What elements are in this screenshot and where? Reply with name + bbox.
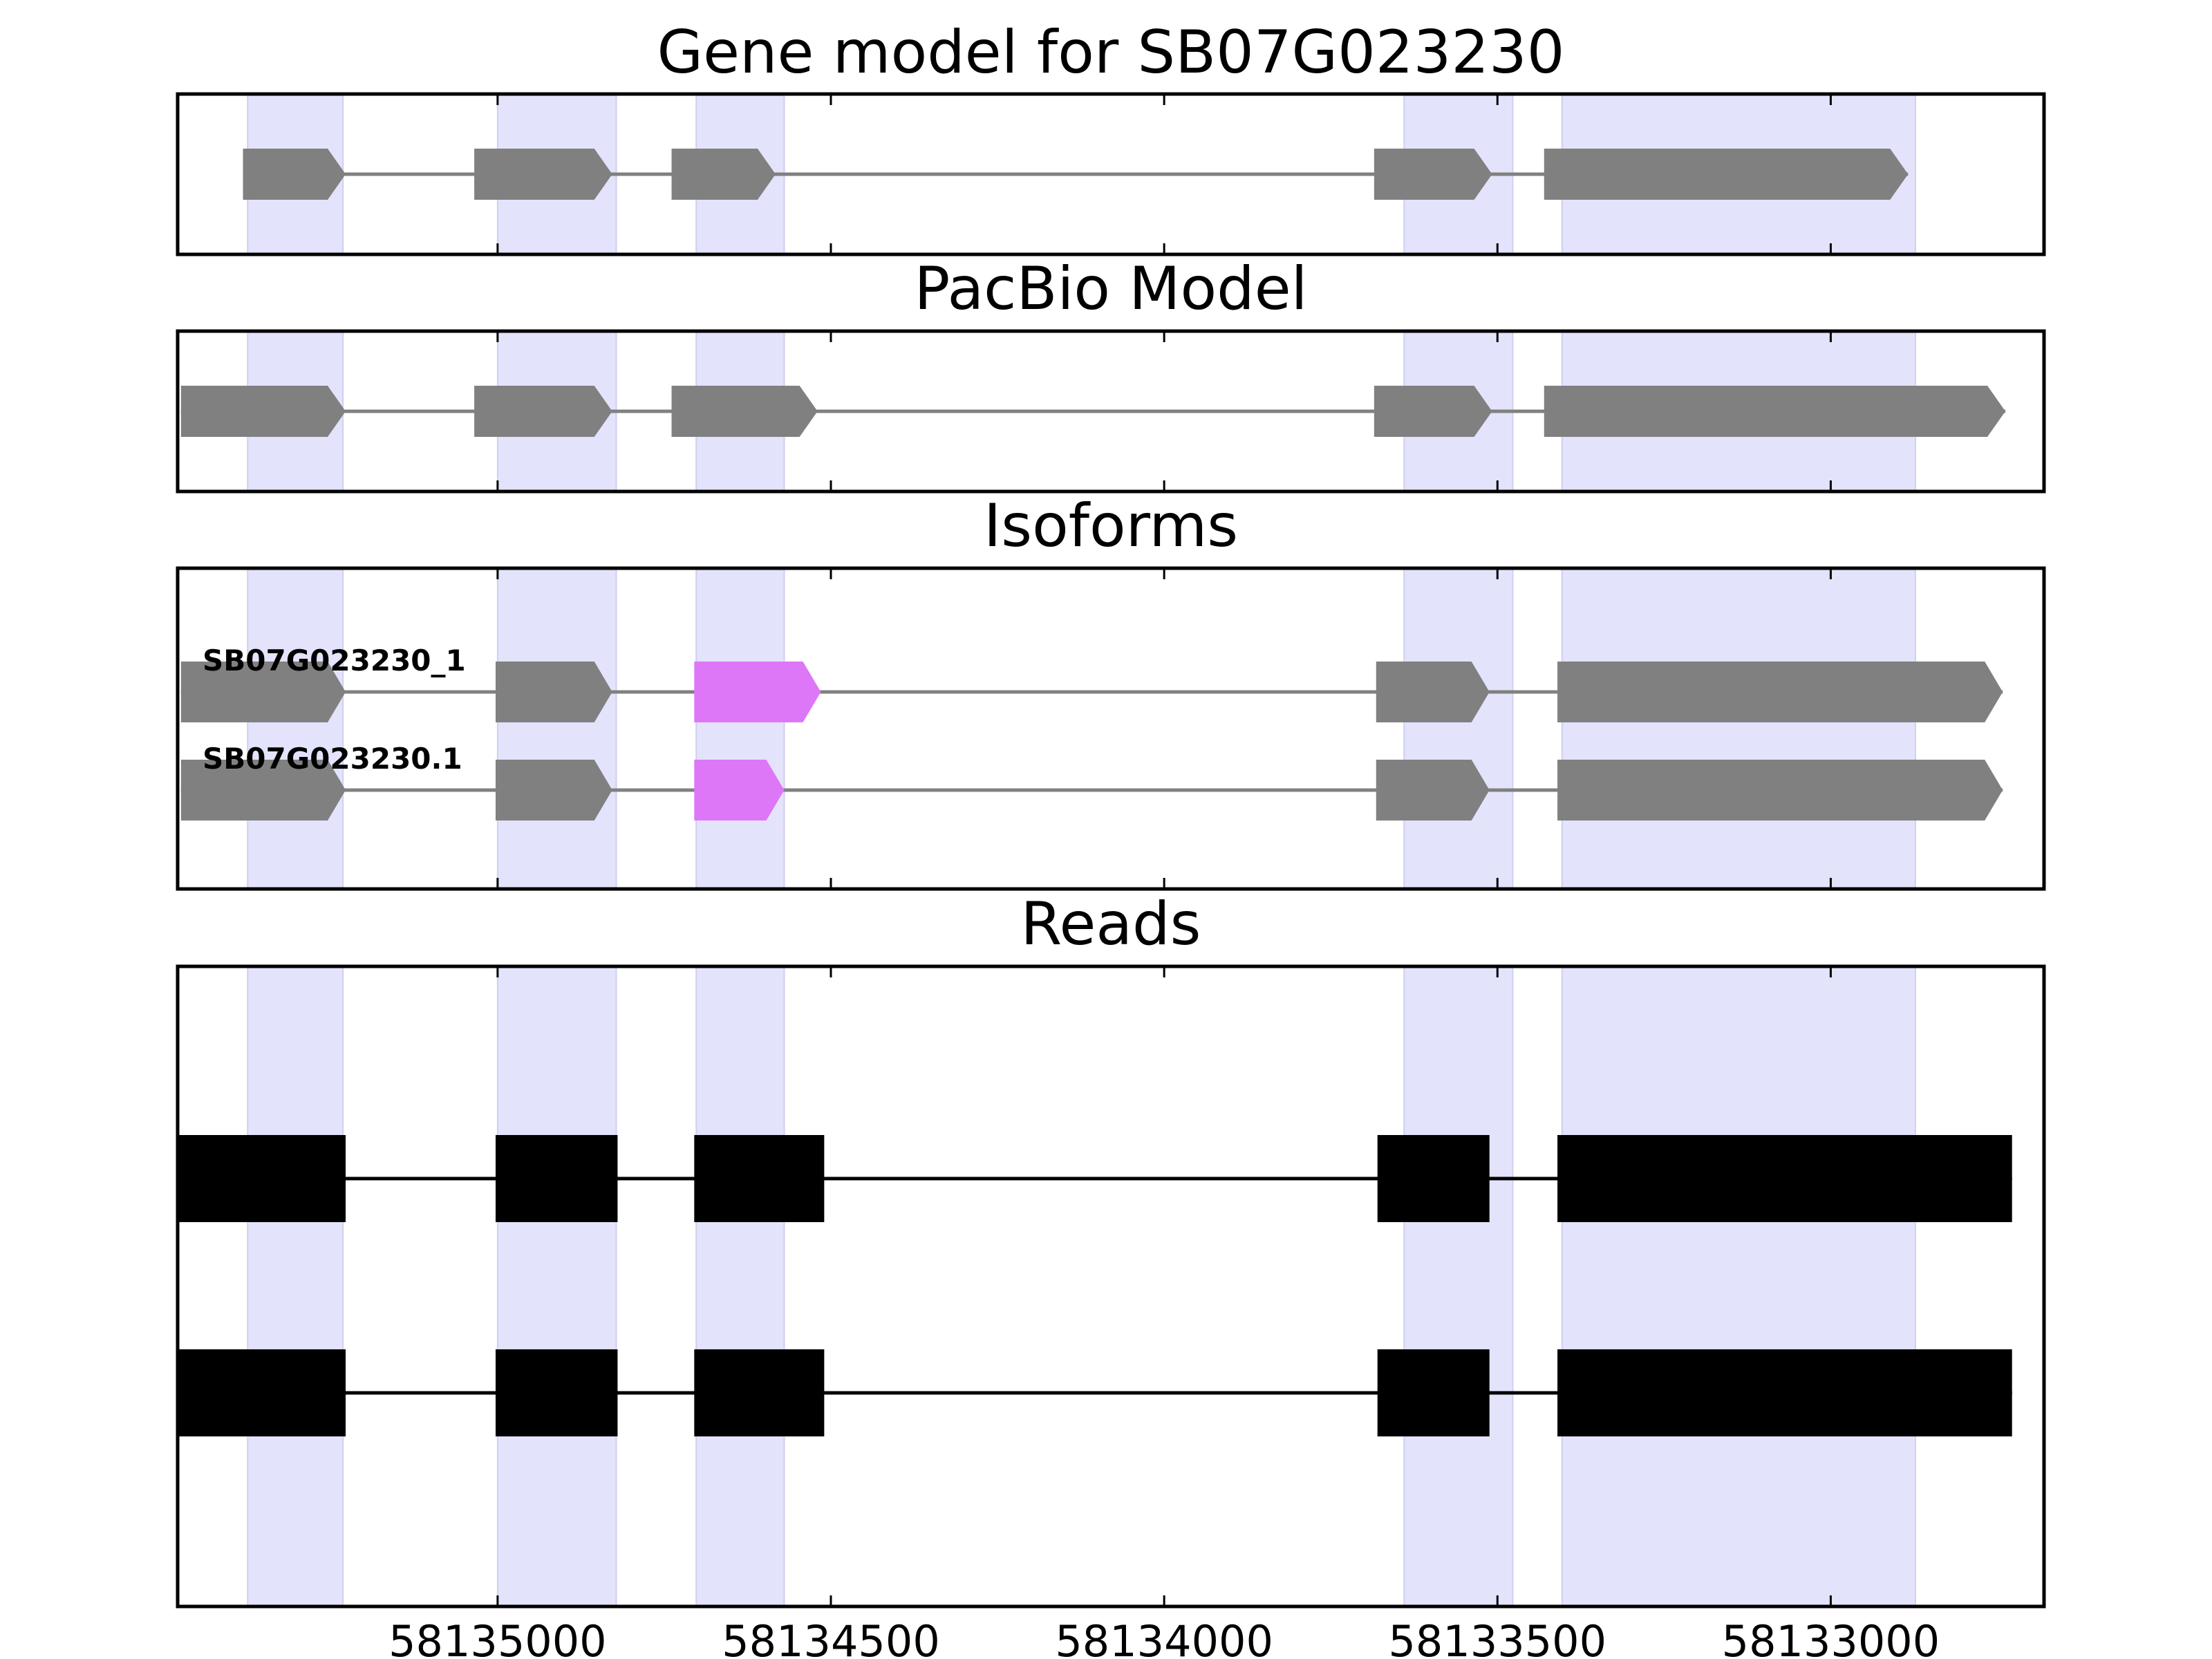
panel-title: PacBio Model [914,254,1307,324]
exon-arrow [671,149,776,200]
panel-4: Reads [176,890,2046,1609]
x-tick-label: 58134500 [722,1616,940,1659]
read-block [694,1349,825,1436]
x-tick-label: 58134000 [1055,1616,1273,1659]
read-track [176,1135,2012,1222]
exon-shade-region [1561,568,1916,890]
x-tick-label: 58133500 [1388,1616,1606,1659]
exon-arrow [243,149,346,200]
panel-2: PacBio Model [176,254,2046,494]
axes-frame [176,329,2046,494]
exon-arrow [495,760,612,821]
isoform-label: SB07G023230.1 [203,742,462,776]
x-tick-label: 58133000 [1722,1616,1940,1659]
exon-arrow [1374,149,1492,200]
exon-shade-region [496,966,617,1607]
exon-shade-region [247,568,344,890]
exon-arrow [1544,386,2006,437]
exon-arrow [180,662,346,722]
exon-shade-region [247,966,344,1607]
exon-arrow [180,760,346,821]
axes-frame [176,964,2046,1609]
exon-shade-region [1403,568,1514,890]
exon-arrow [1376,662,1490,722]
axes-frame [176,92,2046,256]
read-block [694,1135,825,1222]
read-block [1557,1135,2012,1222]
exon-shade-region [695,966,785,1607]
exon-arrow [495,662,612,722]
exon-arrow [1374,386,1492,437]
exon-arrow [180,386,346,437]
highlighted-exon [694,760,785,821]
exon-arrow [474,149,612,200]
exon-arrow [671,386,818,437]
transcript-track [180,386,2006,437]
exon-arrow [1544,149,1909,200]
exon-arrow [474,386,612,437]
read-block [495,1349,618,1436]
read-block [1557,1349,2012,1436]
exon-arrow [1376,760,1490,821]
x-tick-label: 58135000 [388,1616,607,1659]
read-block [1377,1135,1490,1222]
axes-frame [176,566,2046,891]
read-track [176,1349,2012,1436]
isoform-label: SB07G023230_1 [203,644,466,677]
panel-3: Isoforms SB07G023230_1 SB07G023230.1 [176,491,2046,891]
exon-shade-region [695,568,785,890]
transcript-track [243,149,1909,200]
panel-title: Gene model for SB07G023230 [657,18,1565,87]
transcript-track: SB07G023230_1 [180,644,2003,722]
read-block [495,1135,618,1222]
panel-title: Reads [1021,890,1201,959]
read-block [176,1349,346,1436]
exon-arrow [1557,662,2003,722]
exon-arrow [1557,760,2003,821]
exon-shade-region [496,568,617,890]
exon-shade-region [1561,966,1916,1607]
read-block [1377,1349,1490,1436]
transcript-track: SB07G023230.1 [180,742,2003,821]
panel-1: Gene model for SB07G023230 [176,18,2046,256]
exon-shade-region [1403,966,1514,1607]
read-block [176,1135,346,1222]
highlighted-exon [694,662,821,722]
panel-title: Isoforms [984,491,1238,561]
